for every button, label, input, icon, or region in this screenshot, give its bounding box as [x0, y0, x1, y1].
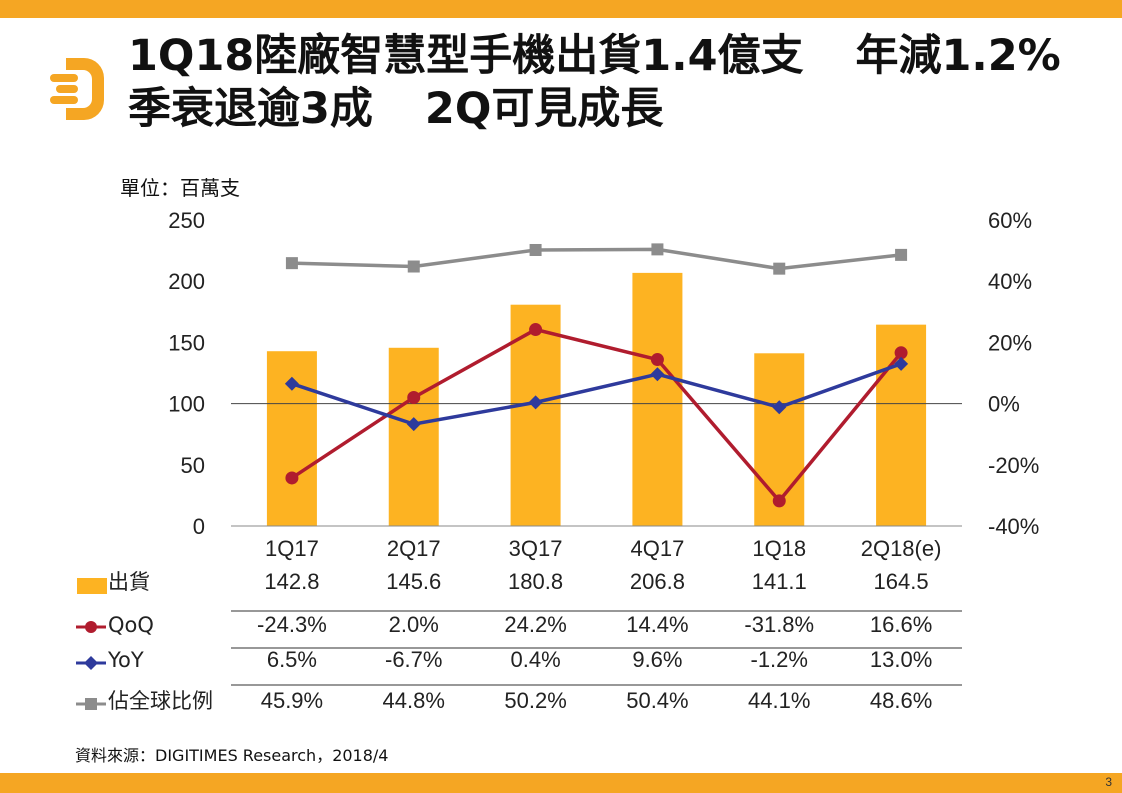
y-left-tick-label: 150: [168, 330, 205, 355]
title-line2b: 2Q可見成長: [424, 84, 664, 134]
title-line1b: 年減1.2%: [855, 31, 1061, 81]
share-point: [651, 243, 664, 256]
y-left-tick-label: 250: [168, 208, 205, 233]
table-cell-value: 13.0%: [870, 647, 932, 672]
share-point: [773, 262, 786, 275]
yoy-point: [406, 417, 421, 432]
table-cell-value: 6.5%: [267, 647, 317, 672]
qoq-point: [650, 353, 664, 367]
bar-shipment: [632, 272, 683, 526]
page-number: 3: [1105, 775, 1112, 789]
digitimes-logo: [50, 58, 104, 120]
table-cell-value: 141.1: [752, 569, 807, 594]
page-title: 1Q18陸廠智慧型手機出貨1.4億支 年減1.2% 季衰退逾3成 2Q可見成長: [128, 30, 1118, 136]
yoy-point: [528, 395, 543, 410]
y-right-tick-label: 60%: [988, 208, 1032, 233]
table-cell-value: 45.9%: [261, 688, 323, 713]
bar-shipment: [388, 347, 439, 526]
table-cell-value: 48.6%: [870, 688, 932, 713]
bottom-accent-bar: [0, 773, 1122, 793]
qoq-point: [407, 390, 421, 404]
y-left-tick-label: 50: [181, 453, 205, 478]
table-cell-value: 180.8: [508, 569, 563, 594]
table-cell-value: -31.8%: [744, 612, 814, 637]
series-line-2: [291, 362, 902, 426]
qoq-point: [894, 346, 908, 360]
legend-key-qoq-marker: [85, 621, 97, 633]
table-cell-value: 44.1%: [748, 688, 810, 713]
source-note: 資料來源：DIGITIMES Research，2018/4: [75, 746, 389, 765]
x-category-label: 3Q17: [509, 536, 563, 561]
series-line-3: [291, 247, 902, 271]
legend-key-shipment: [77, 578, 107, 594]
y-left-tick-label: 0: [193, 514, 205, 539]
unit-label: 單位：百萬支: [120, 176, 240, 200]
table-cell-value: 2.0%: [389, 612, 439, 637]
y-right-tick-label: -40%: [988, 514, 1039, 539]
table-cell-value: 206.8: [630, 569, 685, 594]
qoq-point: [285, 471, 299, 485]
table-cell-value: 142.8: [264, 569, 319, 594]
bar-shipment: [510, 304, 561, 526]
title-line2: 季衰退逾3成: [128, 84, 373, 134]
y-left-tick-label: 100: [168, 392, 205, 417]
share-point: [529, 243, 542, 256]
legend-key-yoy-marker: [84, 656, 98, 670]
table-row-label: QoQ: [108, 613, 154, 637]
y-right-tick-label: 40%: [988, 269, 1032, 294]
y-right-tick-label: 20%: [988, 330, 1032, 355]
table-cell-value: 0.4%: [511, 647, 561, 672]
table-row-label: YoY: [107, 648, 144, 672]
table-cell-value: 44.8%: [383, 688, 445, 713]
yoy-point: [284, 376, 299, 391]
table-row-label: 出貨: [108, 570, 150, 594]
table-cell-value: 50.2%: [504, 688, 566, 713]
table-cell-value: 24.2%: [504, 612, 566, 637]
table-cell-value: 164.5: [874, 569, 929, 594]
share-point: [407, 260, 420, 273]
x-category-label: 4Q17: [631, 536, 685, 561]
table-cell-value: 9.6%: [632, 647, 682, 672]
table-cell-value: -24.3%: [257, 612, 327, 637]
legend-key-share-marker: [85, 698, 97, 710]
share-point: [285, 257, 298, 270]
qoq-point: [529, 323, 543, 337]
table-cell-value: 145.6: [386, 569, 441, 594]
yoy-point: [772, 400, 787, 415]
qoq-point: [772, 494, 786, 508]
table-cell-value: 50.4%: [626, 688, 688, 713]
table-cell-value: 16.6%: [870, 612, 932, 637]
table-cell-value: 14.4%: [626, 612, 688, 637]
share-point: [895, 248, 908, 261]
title-line1: 1Q18陸廠智慧型手機出貨1.4億支: [128, 31, 804, 81]
series-line-1: [290, 327, 903, 504]
y-left-tick-label: 200: [168, 269, 205, 294]
x-category-label: 2Q18(e): [861, 536, 942, 561]
x-category-label: 2Q17: [387, 536, 441, 561]
yoy-point: [650, 367, 665, 382]
yoy-point: [894, 356, 909, 371]
y-right-tick-label: -20%: [988, 453, 1039, 478]
table-cell-value: -6.7%: [385, 647, 442, 672]
table-cell-value: -1.2%: [751, 647, 808, 672]
top-accent-bar: [0, 0, 1122, 18]
table-row-label: 佔全球比例: [108, 689, 213, 713]
x-category-label: 1Q17: [265, 536, 319, 561]
y-right-tick-label: 0%: [988, 392, 1020, 417]
x-category-label: 1Q18: [752, 536, 806, 561]
